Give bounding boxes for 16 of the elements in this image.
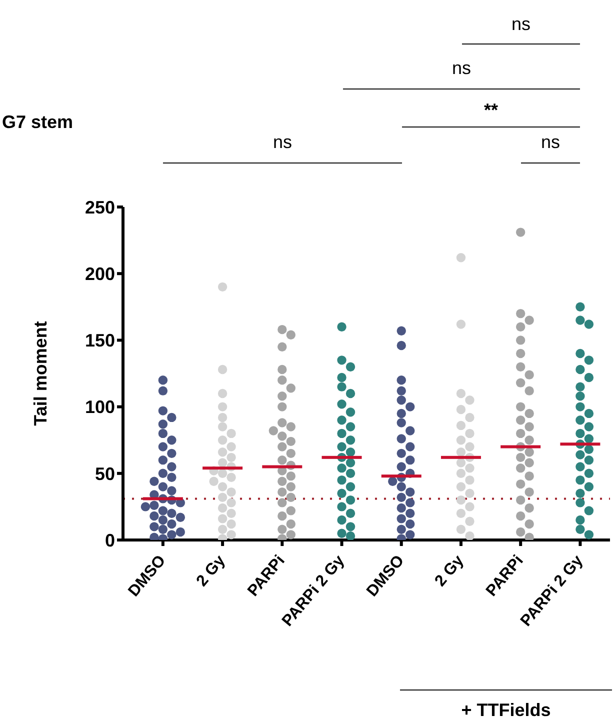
x-tick-label: 2 Gy bbox=[432, 552, 468, 590]
y-tick-label: 0 bbox=[104, 530, 115, 550]
y-tick-label: 150 bbox=[84, 330, 115, 351]
y-tick-label: 100 bbox=[84, 397, 115, 418]
chart-title: G7 stem bbox=[2, 112, 74, 133]
y-tick-label: 250 bbox=[84, 197, 115, 218]
y-axis-title: Tail moment bbox=[30, 321, 50, 426]
text: + TTFields bbox=[461, 700, 551, 720]
text: ns bbox=[540, 132, 560, 152]
text: ns bbox=[272, 132, 292, 152]
x-tick-label: 2 Gy bbox=[194, 552, 229, 590]
text: ns bbox=[452, 58, 472, 78]
text: ns bbox=[511, 14, 531, 34]
text: ** bbox=[484, 100, 498, 120]
y-tick-label: 50 bbox=[94, 464, 115, 484]
y-tick-label: 200 bbox=[84, 264, 115, 284]
